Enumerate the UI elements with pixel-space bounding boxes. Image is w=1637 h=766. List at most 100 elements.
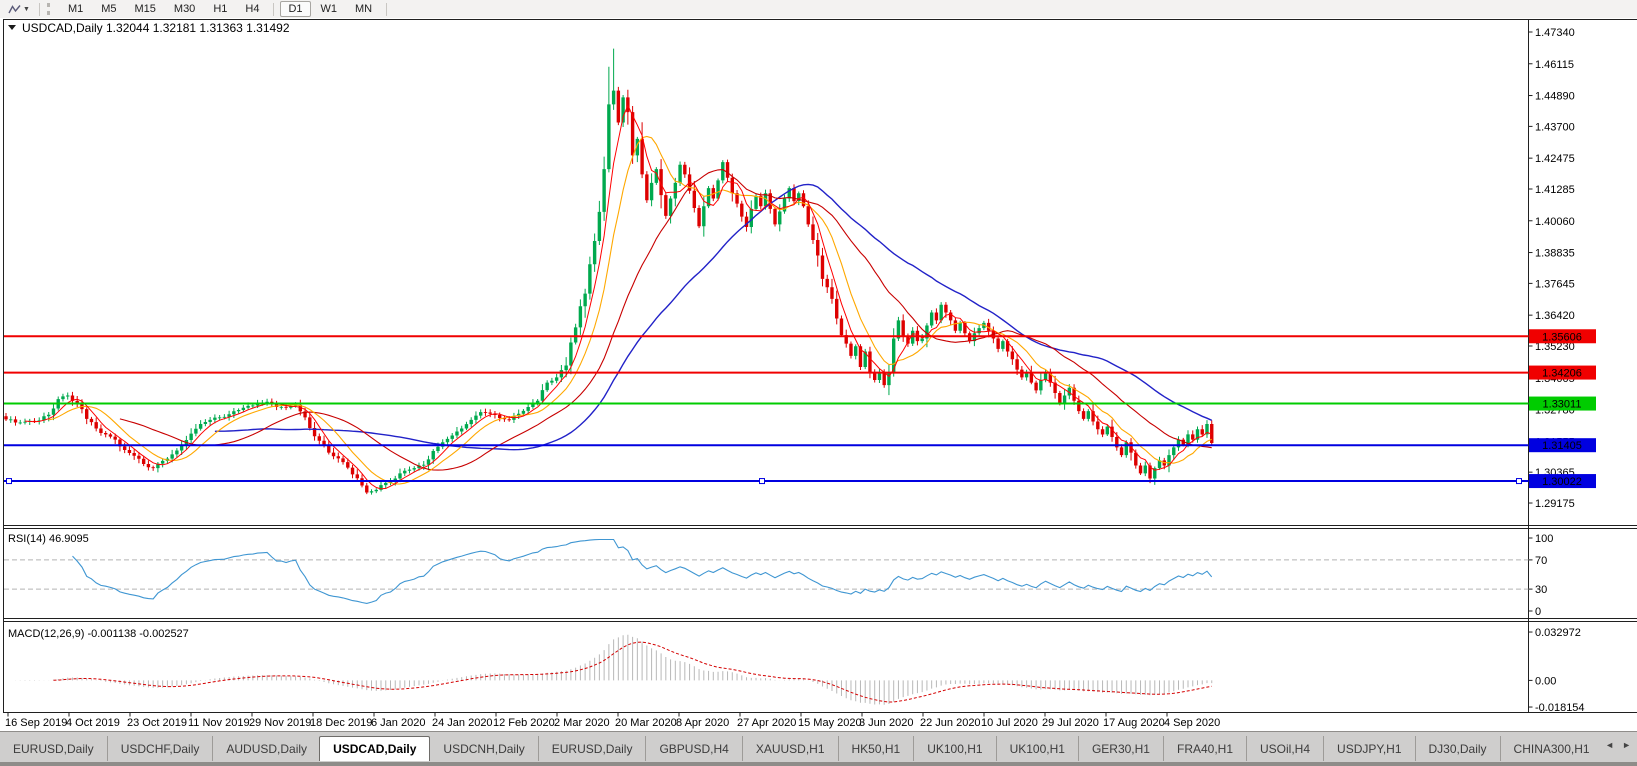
price-axis-label: 1.42475 bbox=[1535, 153, 1575, 165]
date-axis-label: 12 Feb 2020 bbox=[493, 717, 555, 729]
date-axis-label: 2 Mar 2020 bbox=[554, 717, 610, 729]
rsi-axis-label: 100 bbox=[1535, 533, 1553, 545]
price-axis-label: 1.29175 bbox=[1535, 498, 1575, 510]
ma-blue-line bbox=[214, 183, 1212, 451]
price-badge-text: 1.34206 bbox=[1542, 368, 1582, 380]
price-axis-label: 1.35230 bbox=[1535, 341, 1575, 353]
date-axis-label: 24 Jan 2020 bbox=[432, 717, 493, 729]
date-axis-label: 15 May 2020 bbox=[798, 717, 862, 729]
price-badge-text: 1.35606 bbox=[1542, 331, 1582, 343]
chart-tab-uk100-h1[interactable]: UK100,H1 bbox=[913, 736, 995, 761]
tabs-scroll-left-button[interactable]: ◄ bbox=[1605, 740, 1615, 750]
ma-fast-red-line bbox=[24, 104, 1212, 490]
toolbar-grip-handle[interactable] bbox=[46, 3, 53, 15]
chart-tab-ger30-h1[interactable]: GER30,H1 bbox=[1077, 736, 1163, 761]
tabs-scroll-right-button[interactable]: ► bbox=[1622, 740, 1631, 750]
date-axis-label: 20 Mar 2020 bbox=[615, 717, 677, 729]
date-axis-label: 11 Nov 2019 bbox=[188, 717, 250, 729]
date-axis-label: 4 Oct 2019 bbox=[66, 717, 120, 729]
rsi-axis-label: 30 bbox=[1535, 584, 1547, 596]
chart-tab-gbpusd-h4[interactable]: GBPUSD,H4 bbox=[645, 736, 741, 761]
horizontal-price-lines[interactable] bbox=[4, 335, 1529, 485]
ma-orange-line bbox=[48, 135, 1212, 485]
macd-label: MACD(12,26,9) -0.001138 -0.002527 bbox=[8, 628, 189, 640]
rsi-axis-label: 70 bbox=[1535, 555, 1547, 567]
price-axis[interactable]: 1.47340 1.46115 1.44890 1.43700 1.42475 1.412… bbox=[1528, 27, 1585, 714]
date-axis-label: 23 Oct 2019 bbox=[127, 717, 187, 729]
timeframe-button-w1[interactable]: W1 bbox=[320, 3, 338, 15]
hline-selection-handle[interactable] bbox=[1516, 478, 1522, 485]
rsi-axis-label: 0 bbox=[1535, 606, 1541, 618]
timeframe-toolbar: ▼ M1 M5 M15 M30 H1 H4 D1 W1 MN bbox=[0, 0, 1637, 19]
chart-tab-usoil-h4[interactable]: USOil,H4 bbox=[1246, 736, 1323, 761]
date-axis-label: 29 Jul 2020 bbox=[1042, 717, 1099, 729]
timeframe-button-m5[interactable]: M5 bbox=[101, 3, 117, 15]
chart-tab-xauusd-h1[interactable]: XAUUSD,H1 bbox=[741, 736, 838, 761]
toolbar-separator bbox=[273, 2, 275, 16]
date-axis-label: 6 Jan 2020 bbox=[371, 717, 425, 729]
date-axis-label: 17 Aug 2020 bbox=[1103, 717, 1165, 729]
dropdown-caret-icon[interactable]: ▼ bbox=[23, 5, 30, 13]
date-axis-label: 27 Apr 2020 bbox=[737, 717, 796, 729]
chart-tab-audusd-daily[interactable]: AUDUSD,Daily bbox=[212, 736, 320, 761]
hline-selection-handle[interactable] bbox=[759, 478, 765, 485]
timeframe-button-m30[interactable]: M30 bbox=[173, 3, 196, 15]
timeframe-button-m15[interactable]: M15 bbox=[134, 3, 156, 15]
chart-tab-usdchf-daily[interactable]: USDCHF,Daily bbox=[106, 736, 213, 761]
price-badge-text: 1.30022 bbox=[1542, 476, 1582, 488]
chart-tab-hk50-h1[interactable]: HK50,H1 bbox=[837, 736, 914, 761]
price-axis-label: 1.46115 bbox=[1535, 59, 1574, 71]
macd-signal-line bbox=[53, 641, 1212, 703]
chart-tab-usdjpy-h1[interactable]: USDJPY,H1 bbox=[1323, 736, 1414, 761]
price-axis-label: 1.38835 bbox=[1535, 248, 1575, 260]
price-badge-1.31405 bbox=[1529, 438, 1596, 453]
chart-window: 1.47340 1.46115 1.44890 1.43700 1.42475 1.412… bbox=[0, 18, 1637, 731]
chart-tab-usdcnh-daily[interactable]: USDCNH,Daily bbox=[443, 741, 525, 756]
chart-tab-usdcad-daily[interactable]: USDCAD,Daily bbox=[319, 736, 431, 761]
price-axis-label: 1.47340 bbox=[1535, 27, 1575, 39]
timeframe-button-mn[interactable]: MN bbox=[355, 3, 373, 15]
price-badge-1.35606 bbox=[1529, 329, 1596, 344]
macd-axis-label: 0.032972 bbox=[1535, 627, 1581, 639]
date-axis-label: 8 Apr 2020 bbox=[676, 717, 729, 729]
price-axis-label: 1.36420 bbox=[1535, 310, 1575, 322]
chart-tab-china300-h1[interactable]: CHINA300,H1 bbox=[1499, 736, 1591, 761]
date-axis-label: 22 Jun 2020 bbox=[920, 717, 981, 729]
price-badge-text: 1.33011 bbox=[1543, 399, 1582, 411]
chart-tab-eurusd-daily[interactable]: EURUSD,Daily bbox=[13, 741, 94, 756]
date-axis-label: 10 Jul 2020 bbox=[981, 717, 1038, 729]
panel-borders bbox=[3, 19, 1637, 713]
chart-tab-dj30-daily[interactable]: DJ30,Daily bbox=[1414, 736, 1500, 761]
price-axis-label: 1.41285 bbox=[1535, 184, 1575, 196]
macd-axis-label: -0.018154 bbox=[1535, 702, 1585, 714]
rsi-line bbox=[72, 538, 1213, 604]
date-axis-label: 3 Jun 2020 bbox=[859, 717, 913, 729]
candlestick-series bbox=[4, 48, 1214, 495]
timeframe-button-h4[interactable]: H4 bbox=[245, 3, 260, 15]
toolbar-separator bbox=[38, 2, 40, 16]
date-axis-label: 29 Nov 2019 bbox=[249, 717, 311, 729]
timeframe-button-h1[interactable]: H1 bbox=[213, 3, 228, 15]
chart-tool-button[interactable]: ▼ bbox=[4, 2, 34, 17]
chart-tab-eurusd-daily[interactable]: EURUSD,Daily bbox=[537, 736, 646, 761]
title-marker-icon bbox=[8, 25, 16, 30]
price-line-badges: 1.35606 1.34206 1.33011 1.31405 1.30022 bbox=[1529, 329, 1596, 489]
chart-tab-uk100-h1[interactable]: UK100,H1 bbox=[995, 736, 1078, 761]
rsi-level-gridlines bbox=[4, 559, 1529, 590]
date-axis-label: 16 Sep 2019 bbox=[5, 717, 67, 729]
timeframe-button-m1[interactable]: M1 bbox=[67, 3, 84, 15]
chart-tab-fra40-h1[interactable]: FRA40,H1 bbox=[1162, 736, 1246, 761]
ma-slow-red-line bbox=[119, 169, 1212, 471]
moving-average-lines bbox=[24, 104, 1212, 490]
price-badge-text: 1.31405 bbox=[1542, 440, 1582, 452]
hline-selection-handle[interactable] bbox=[6, 478, 12, 485]
timeframe-button-d1[interactable]: D1 bbox=[280, 1, 311, 17]
price-badge-1.30022 bbox=[1529, 474, 1596, 489]
toolbar-separator bbox=[386, 2, 388, 16]
price-axis-label: 1.43700 bbox=[1535, 121, 1575, 133]
price-badge-1.33011 bbox=[1529, 396, 1596, 411]
chart-canvas[interactable]: 1.47340 1.46115 1.44890 1.43700 1.42475 1.412… bbox=[0, 18, 1637, 731]
macd-indicator bbox=[14, 634, 1213, 705]
window-bottom-edge bbox=[0, 762, 1637, 766]
